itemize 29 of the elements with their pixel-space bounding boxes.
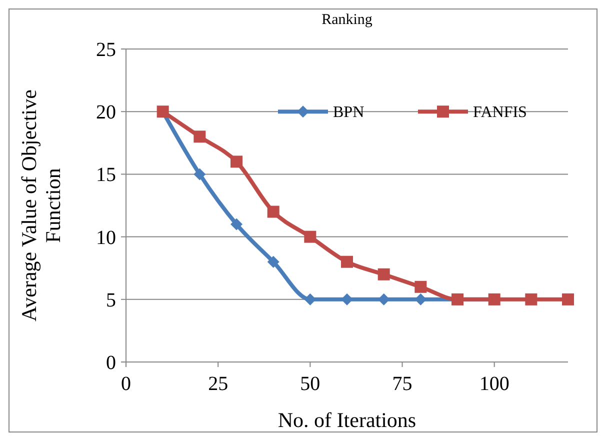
point: [194, 130, 206, 143]
x-axis-title: No. of Iterations: [278, 408, 416, 432]
point: [341, 256, 353, 268]
point: [194, 168, 206, 180]
point: [304, 230, 316, 243]
y-tick-label: 25: [96, 39, 116, 61]
point: [378, 268, 390, 280]
y-tick-label: 0: [106, 352, 116, 374]
y-tick-label: 15: [96, 164, 116, 186]
point: [267, 256, 280, 268]
point: [267, 206, 280, 218]
point: [230, 218, 242, 230]
x-tick-label: 50: [300, 373, 320, 395]
legend-label: BPN: [333, 104, 365, 122]
y-tick-label: 20: [96, 102, 116, 124]
point: [341, 293, 353, 306]
x-tick-label: 0: [121, 373, 131, 395]
x-tick-label: 25: [208, 373, 228, 395]
x-tick-label: 100: [479, 373, 510, 395]
point: [562, 293, 574, 306]
point: [414, 280, 427, 293]
point: [525, 293, 538, 306]
y-tick-label: 10: [96, 226, 116, 249]
x-tick-label: 75: [392, 373, 412, 395]
point: [230, 156, 242, 168]
chart-title: Ranking: [322, 12, 373, 28]
legend-label: FANFIS: [473, 104, 527, 122]
y-tick-label: 5: [106, 289, 116, 312]
y-axis-title: Average Value of Objective Function: [17, 90, 65, 322]
